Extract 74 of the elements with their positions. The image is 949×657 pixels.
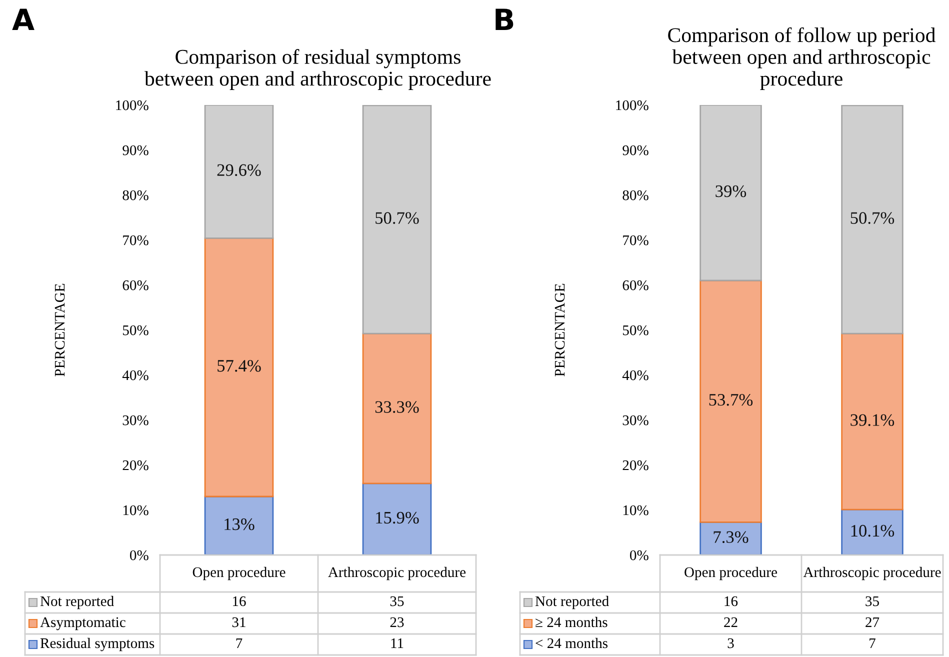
text: 7: [236, 638, 242, 648]
y-tick-label: 50%: [623, 325, 648, 336]
text: 16: [724, 596, 738, 606]
data-label: 13%: [224, 518, 254, 530]
y-tick-label: 70%: [623, 235, 648, 246]
y-tick-label: 0%: [130, 550, 148, 560]
text: 11: [391, 638, 404, 648]
bar: [841, 508, 904, 555]
y-tick-label: 100%: [616, 100, 648, 110]
chart-title: Comparison of residual symptoms between open and arthroscopic procedure: [144, 49, 491, 90]
bar: [204, 496, 274, 555]
bar: [204, 238, 274, 498]
chart-title: Comparison of follow up period between open and arthroscopic procedure: [668, 27, 936, 90]
y-tick-label: 80%: [122, 190, 148, 200]
bar: [700, 105, 762, 282]
legend-label: Residual symptoms: [40, 638, 154, 652]
x-tick-label: Open procedure: [684, 566, 778, 580]
x-tick-label: Open procedure: [192, 566, 286, 580]
legend-label: Not reported: [40, 596, 114, 610]
y-tick-label: 80%: [622, 190, 648, 200]
data-label: 39%: [716, 185, 746, 198]
y-tick-label: 70%: [123, 235, 148, 246]
y-axis-title: PERCENTAGE: [54, 284, 65, 376]
y-tick-label: 10%: [623, 505, 648, 516]
y-tick-label: 60%: [122, 280, 148, 290]
data-label: 7.3%: [714, 531, 748, 543]
legend-label: Asymptomatic: [40, 617, 126, 630]
text: 23: [390, 617, 404, 628]
x-tick-label: Arthroscopic procedure: [803, 566, 941, 580]
text: 27: [866, 617, 880, 628]
legend-label: < 24 months: [536, 638, 608, 648]
text: 16: [232, 596, 246, 606]
y-axis-title: PERCENTAGE: [554, 284, 565, 376]
bar: [362, 482, 432, 555]
y-tick-label: 40%: [122, 370, 148, 380]
data-label: 39.1%: [850, 414, 894, 426]
bar: [700, 280, 762, 523]
y-tick-label: 0%: [630, 550, 648, 560]
data-label: 33.3%: [375, 401, 419, 413]
y-tick-label: 60%: [622, 280, 648, 290]
text: 22: [724, 617, 738, 628]
text: 35: [866, 596, 879, 606]
bar: [362, 105, 432, 334]
bar: [841, 332, 904, 510]
x-tick-label: Arthroscopic procedure: [328, 566, 466, 580]
legend-label: Not reported: [535, 596, 609, 610]
y-tick-label: 30%: [122, 415, 148, 426]
y-tick-label: 90%: [122, 145, 148, 156]
text: 3: [728, 638, 734, 648]
y-tick-label: 50%: [123, 325, 148, 336]
text: 35: [390, 596, 404, 606]
data-label: 15.9%: [376, 512, 419, 524]
y-tick-label: 90%: [622, 145, 648, 156]
y-tick-label: 100%: [116, 100, 148, 110]
text: B: [496, 8, 514, 30]
text: A: [12, 8, 34, 30]
y-tick-label: 30%: [622, 415, 648, 426]
data-label: 29.6%: [217, 164, 261, 176]
y-tick-label: 20%: [622, 460, 648, 470]
y-tick-label: 10%: [123, 505, 148, 516]
bar: [204, 105, 274, 239]
bar: [362, 332, 432, 484]
text: 31: [232, 617, 246, 628]
data-label: 57.4%: [218, 360, 261, 372]
y-tick-label: 40%: [622, 370, 648, 380]
y-tick-label: 20%: [122, 460, 148, 470]
data-label: 10.1%: [851, 524, 894, 537]
data-label: 50.7%: [850, 212, 894, 224]
bar: [700, 521, 762, 555]
data-label: 50.7%: [376, 212, 419, 224]
data-label: 53.7%: [709, 394, 753, 406]
legend-label: ≥ 24 months: [536, 616, 608, 628]
bar: [841, 105, 904, 334]
text: 7: [870, 638, 876, 648]
